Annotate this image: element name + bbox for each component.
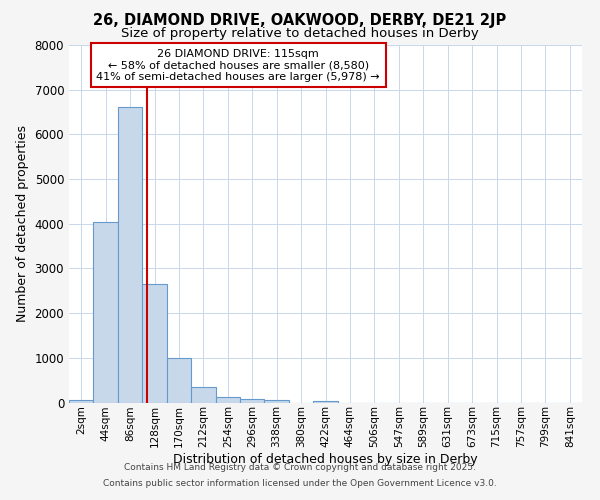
Bar — [118, 106, 142, 403]
Text: 26, DIAMOND DRIVE, OAKWOOD, DERBY, DE21 2JP: 26, DIAMOND DRIVE, OAKWOOD, DERBY, DE21 … — [94, 12, 506, 28]
X-axis label: Distribution of detached houses by size in Derby: Distribution of detached houses by size … — [173, 453, 478, 466]
Text: 26 DIAMOND DRIVE: 115sqm
← 58% of detached houses are smaller (8,580)
41% of sem: 26 DIAMOND DRIVE: 115sqm ← 58% of detach… — [97, 48, 380, 82]
Text: Contains HM Land Registry data © Crown copyright and database right 2025.: Contains HM Land Registry data © Crown c… — [124, 464, 476, 472]
Bar — [94, 222, 118, 402]
Y-axis label: Number of detached properties: Number of detached properties — [16, 125, 29, 322]
Bar — [313, 401, 338, 402]
Bar — [215, 396, 240, 402]
Text: Size of property relative to detached houses in Derby: Size of property relative to detached ho… — [121, 28, 479, 40]
Bar — [69, 400, 94, 402]
Bar — [240, 400, 265, 402]
Bar — [142, 284, 167, 403]
Bar — [167, 358, 191, 403]
Text: Contains public sector information licensed under the Open Government Licence v3: Contains public sector information licen… — [103, 478, 497, 488]
Bar — [265, 400, 289, 402]
Bar — [191, 388, 215, 402]
